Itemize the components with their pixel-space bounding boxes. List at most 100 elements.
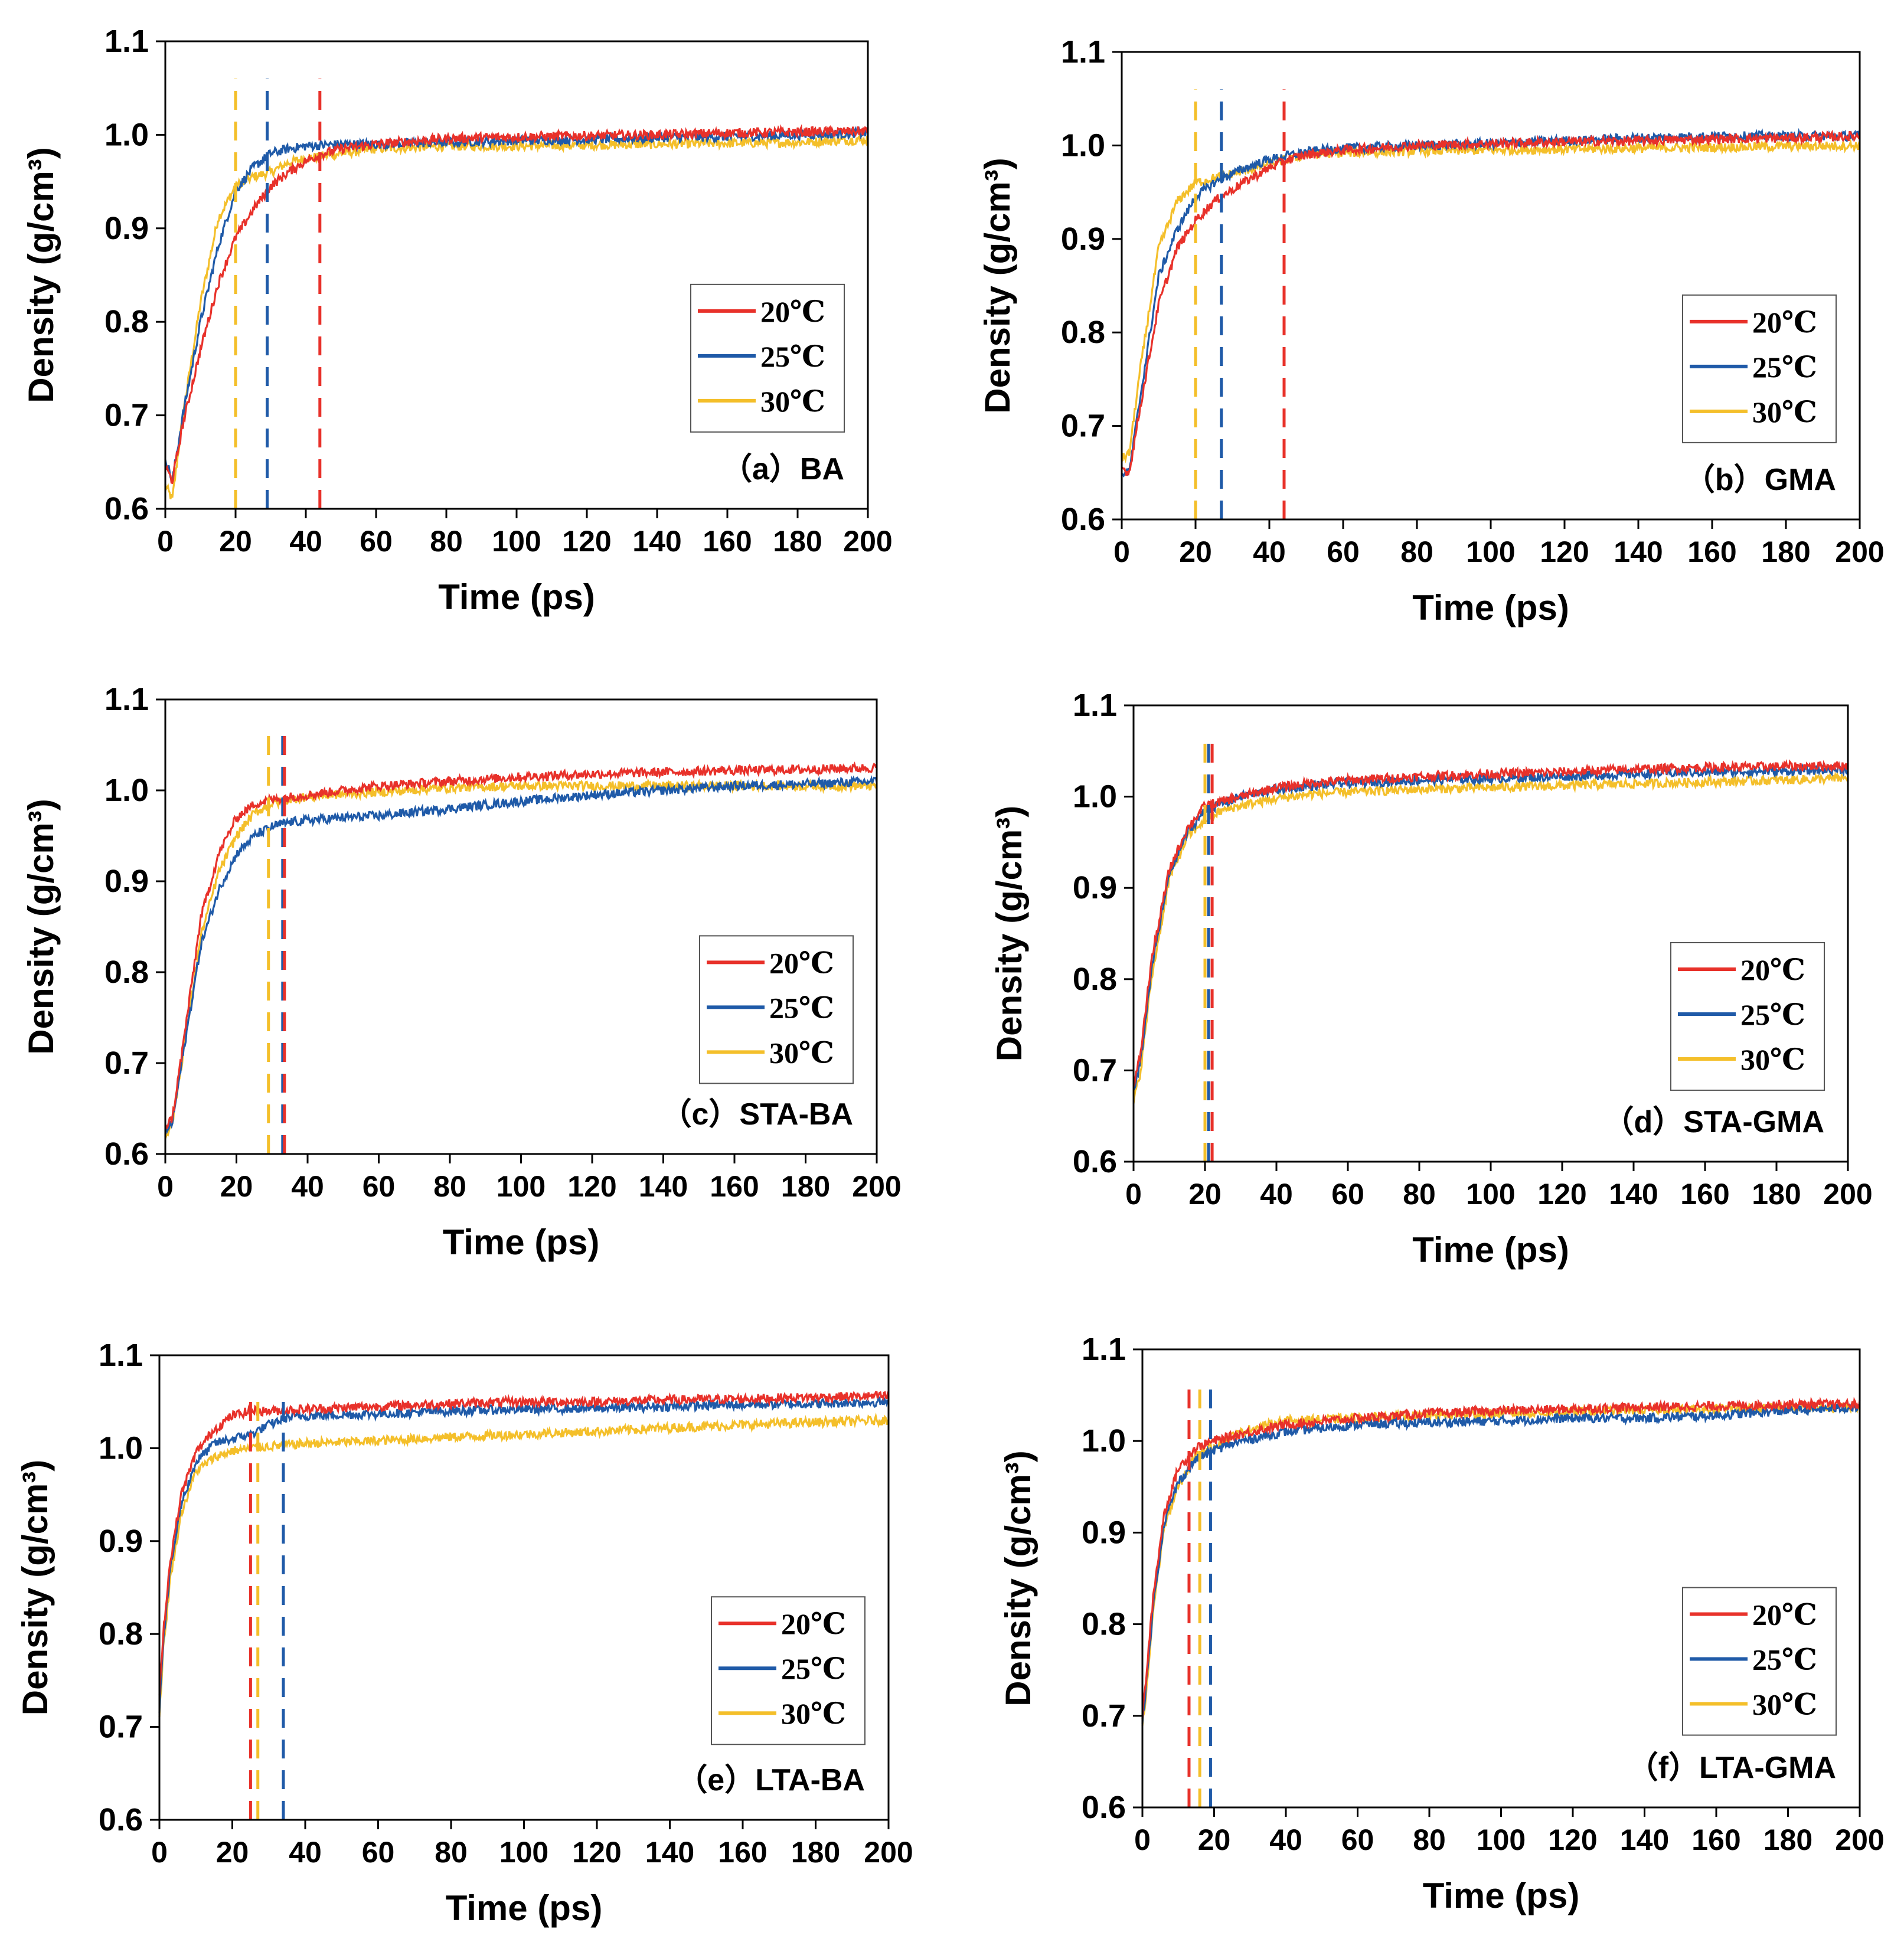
y-axis-title: Density (g/cm³) — [978, 158, 1017, 413]
y-tick-label: 0.6 — [104, 1136, 149, 1172]
x-tick-label: 120 — [1540, 535, 1589, 568]
x-tick-label: 40 — [1260, 1178, 1293, 1211]
legend-label: 30℃ — [1752, 395, 1817, 429]
x-axis-title: Time (ps) — [438, 577, 595, 617]
x-tick-label: 80 — [1403, 1178, 1436, 1211]
series-line-25C — [1141, 1401, 1861, 1724]
plot-frame — [164, 40, 869, 510]
panel-label: （b）GMA — [1684, 463, 1836, 497]
x-tick-label: 140 — [645, 1836, 694, 1869]
series-line-20C — [164, 761, 877, 1130]
x-tick-label: 20 — [220, 1170, 253, 1203]
x-tick-label: 60 — [360, 525, 393, 558]
plot-frame — [1121, 51, 1861, 521]
legend-label: 25℃ — [1752, 1643, 1817, 1676]
y-tick-label: 1.1 — [99, 1338, 143, 1373]
x-tick-label: 20 — [1179, 535, 1212, 568]
x-tick-label: 200 — [1823, 1178, 1872, 1211]
y-tick-label: 1.0 — [104, 773, 149, 808]
legend: 20℃ 25℃ 30℃ — [1670, 941, 1825, 1091]
x-tick-label: 180 — [781, 1170, 830, 1203]
x-tick-label: 160 — [718, 1836, 767, 1869]
y-axis-title: Density (g/cm³) — [21, 799, 61, 1054]
y-tick-label: 0.9 — [1061, 221, 1105, 257]
series-line-20C — [1132, 759, 1849, 1087]
y-tick-label: 0.8 — [1061, 315, 1105, 350]
chart-panel-b: 0 20 40 60 80 100 120 140 160 180 200 0.6 0.7 0.8 0.9 1… — [978, 34, 1885, 627]
y-tick-label: 0.8 — [99, 1616, 143, 1652]
y-tick-label: 1.0 — [99, 1430, 143, 1466]
y-tick-label: 0.9 — [1073, 870, 1117, 905]
x-tick-label: 140 — [1614, 535, 1663, 568]
y-tick-label: 0.7 — [104, 398, 149, 433]
legend-box — [699, 935, 854, 1084]
x-tick-label: 120 — [562, 525, 611, 558]
x-tick-label: 160 — [1687, 535, 1736, 568]
y-tick-label: 0.8 — [104, 304, 149, 339]
y-axis-title: Density (g/cm³) — [989, 806, 1029, 1061]
x-tick-label: 160 — [703, 525, 752, 558]
x-tick-label: 40 — [1269, 1823, 1302, 1856]
x-tick-label: 100 — [1477, 1823, 1526, 1856]
chart-panel-c: 0 20 40 60 80 100 120 140 160 180 200 0.6 0.7 0.8 0.9 1… — [21, 682, 902, 1262]
legend: 20℃ 25℃ 30℃ — [690, 283, 845, 433]
x-tick-label: 180 — [773, 525, 822, 558]
panel-label: （a）BA — [721, 452, 844, 486]
legend-label: 20℃ — [1752, 306, 1817, 339]
x-tick-label: 80 — [1413, 1823, 1446, 1856]
x-tick-label: 200 — [1835, 535, 1884, 568]
x-tick-label: 100 — [1466, 535, 1515, 568]
x-tick-label: 20 — [219, 525, 252, 558]
legend-box — [1682, 294, 1837, 443]
y-tick-label: 1.0 — [1061, 128, 1105, 163]
x-tick-label: 0 — [1125, 1178, 1142, 1211]
legend-label: 20℃ — [1752, 1598, 1817, 1632]
legend: 20℃ 25℃ 30℃ — [699, 935, 854, 1084]
series-line-30C — [1132, 770, 1849, 1104]
x-tick-label: 200 — [843, 525, 892, 558]
legend-box — [1670, 941, 1825, 1091]
series-line-20C — [158, 1391, 890, 1695]
x-axis-title: Time (ps) — [446, 1888, 603, 1928]
legend-box — [711, 1596, 866, 1745]
chart-panel-a: 0 20 40 60 80 100 120 140 160 180 200 0.6 0.7 0.8 0.9 1… — [21, 24, 893, 617]
legend-label: 25℃ — [1740, 998, 1805, 1031]
x-tick-label: 180 — [1763, 1823, 1812, 1856]
y-tick-label: 1.1 — [1082, 1332, 1126, 1367]
y-tick-label: 1.1 — [1073, 688, 1117, 723]
series-line-20C — [1141, 1396, 1861, 1719]
x-tick-label: 120 — [567, 1170, 616, 1203]
x-axis-title: Time (ps) — [443, 1222, 600, 1262]
x-tick-label: 100 — [497, 1170, 546, 1203]
x-tick-label: 40 — [289, 1836, 322, 1869]
y-tick-label: 0.9 — [1082, 1515, 1126, 1550]
x-tick-label: 40 — [289, 525, 322, 558]
panel-label: （d）STA-GMA — [1603, 1105, 1824, 1139]
y-tick-label: 0.9 — [104, 864, 149, 899]
x-tick-label: 20 — [1188, 1178, 1222, 1211]
x-axis-title: Time (ps) — [1412, 1230, 1569, 1270]
y-tick-label: 0.7 — [99, 1709, 143, 1745]
legend-label: 25℃ — [769, 991, 834, 1024]
panel-label: （e）LTA-BA — [677, 1763, 865, 1797]
y-tick-label: 1.0 — [104, 117, 149, 152]
x-axis-title: Time (ps) — [1412, 588, 1569, 627]
panel-label: （f）LTA-GMA — [1628, 1751, 1836, 1785]
x-tick-label: 140 — [1620, 1823, 1669, 1856]
x-tick-label: 120 — [572, 1836, 621, 1869]
legend-box — [1682, 1587, 1837, 1736]
x-tick-label: 40 — [1253, 535, 1286, 568]
x-tick-label: 140 — [632, 525, 681, 558]
x-tick-label: 140 — [639, 1170, 688, 1203]
chart-panel-f: 0 20 40 60 80 100 120 140 160 180 200 0.6 0.7 0.8 0.9 1… — [998, 1332, 1885, 1915]
x-tick-label: 180 — [1752, 1178, 1801, 1211]
x-tick-label: 60 — [1341, 1823, 1374, 1856]
x-tick-label: 100 — [492, 525, 541, 558]
y-tick-label: 0.8 — [1073, 962, 1117, 997]
x-tick-label: 20 — [216, 1836, 249, 1869]
y-tick-label: 0.7 — [1061, 408, 1105, 444]
y-tick-label: 0.7 — [1082, 1698, 1126, 1734]
x-tick-label: 80 — [1400, 535, 1433, 568]
x-tick-label: 160 — [710, 1170, 759, 1203]
x-tick-label: 160 — [1691, 1823, 1740, 1856]
